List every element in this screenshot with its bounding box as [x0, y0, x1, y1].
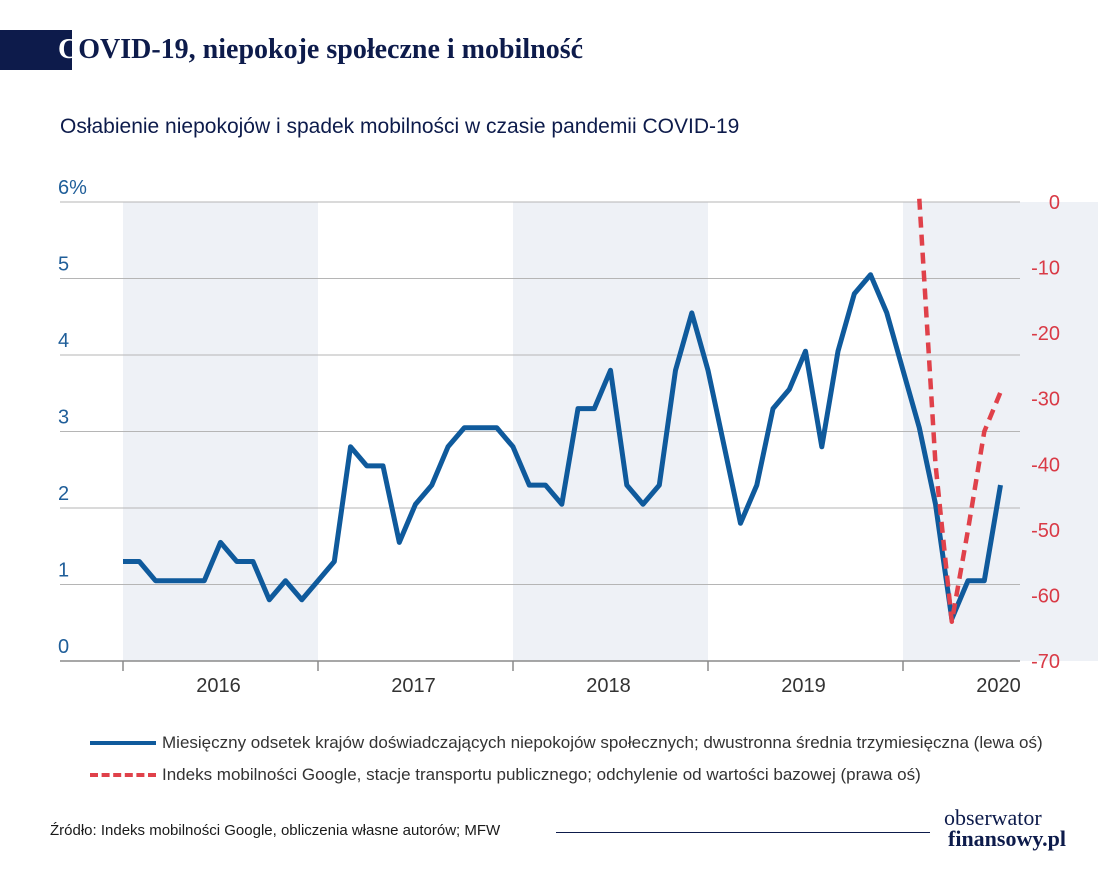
legend-swatch-unrest [90, 741, 156, 745]
left-tick-label: 4 [58, 330, 69, 352]
x-tick-label-2017: 2017 [391, 675, 436, 697]
brand-logo: obserwator finansowy.pl [944, 805, 1094, 851]
right-tick-label: -50 [1031, 520, 1060, 542]
left-tick-label: 3 [58, 407, 69, 429]
title-initial: C [58, 34, 79, 65]
legend-label-unrest: Miesięczny odsetek krajów doświadczający… [162, 733, 1043, 752]
x-tick-label-2020: 2020 [976, 675, 1021, 697]
logo-line-2: finansowy.pl [948, 826, 1066, 851]
right-tick-label: -60 [1031, 585, 1060, 607]
logo-line-1: obserwator [944, 805, 1042, 830]
left-tick-label: 1 [58, 560, 69, 582]
right-tick-label: -20 [1031, 323, 1060, 345]
legend-label-mobility: Indeks mobilności Google, stacje transpo… [162, 765, 921, 784]
footer-divider [556, 832, 930, 833]
page-title: COVID-19, niepokoje społeczne i mobilnoś… [58, 30, 583, 70]
legend-item-unrest: Miesięczny odsetek krajów doświadczający… [90, 731, 1043, 755]
right-tick-label: 0 [1049, 192, 1060, 214]
left-axis-ticks: 0 1 2 3 4 5 6% [58, 177, 87, 658]
left-tick-label: 0 [58, 636, 69, 658]
chart-subtitle: Osłabienie niepokojów i spadek mobilnośc… [60, 115, 740, 138]
title-text: OVID-19, niepokoje społeczne i mobilność [78, 34, 584, 65]
x-tick-label-2016: 2016 [196, 675, 241, 697]
x-tick-label-2018: 2018 [586, 675, 631, 697]
left-tick-label: 2 [58, 483, 69, 505]
x-axis: 2016 2017 2018 2019 2020 [122, 661, 1021, 697]
right-tick-label: -10 [1031, 258, 1060, 280]
right-axis-ticks: 0 -10 -20 -30 -40 -50 -60 -70 [1031, 192, 1060, 673]
left-tick-label: 6% [58, 177, 87, 199]
right-tick-label: -70 [1031, 651, 1060, 673]
series-line-unrest [123, 272, 1003, 622]
series-layer [123, 198, 1003, 624]
gridlines [60, 201, 1020, 662]
legend-swatch-mobility [90, 773, 156, 777]
source-note: Źródło: Indeks mobilności Google, oblicz… [50, 822, 501, 839]
right-tick-label: -40 [1031, 454, 1060, 476]
legend-item-mobility: Indeks mobilności Google, stacje transpo… [90, 763, 921, 787]
title-accent-bar [0, 30, 72, 70]
right-tick-label: -30 [1031, 389, 1060, 411]
left-tick-label: 5 [58, 254, 69, 276]
x-tick-label-2019: 2019 [781, 675, 826, 697]
series-line-mobility [917, 198, 1003, 624]
